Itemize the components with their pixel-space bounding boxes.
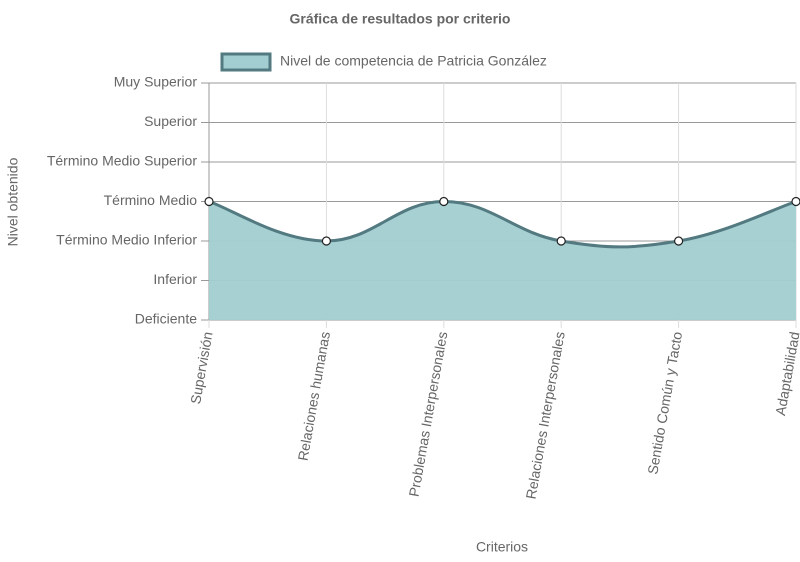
legend-swatch	[220, 52, 272, 72]
legend-label: Nivel de competencia de Patricia Gonzále…	[280, 53, 547, 69]
x-tick-label: Sentido Común y Tacto	[644, 330, 685, 475]
y-tick-label: Inferior	[153, 271, 197, 287]
y-tick-label: Muy Superior	[114, 74, 198, 90]
point	[321, 236, 331, 246]
x-tick-label: Adaptabilidad	[772, 330, 800, 416]
point	[556, 236, 566, 246]
point	[791, 196, 800, 207]
y-tick-label: Superior	[144, 113, 197, 129]
y-tick-label: Término Medio Superior	[47, 153, 198, 169]
chart-title: Gráfica de resultados por criterio	[290, 11, 511, 27]
x-axis-title: Criterios	[476, 539, 528, 555]
point	[439, 196, 449, 207]
x-tick-label: Supervisión	[187, 330, 215, 405]
area	[209, 201, 796, 320]
y-tick-label: Término Medio	[104, 192, 198, 208]
x-tick-label: Relaciones Interpersonales	[523, 330, 568, 500]
y-tick-label: Término Medio Inferior	[56, 232, 197, 248]
line	[208, 199, 797, 249]
point	[673, 236, 684, 246]
point	[204, 196, 214, 207]
x-tick-label: Relaciones humanas	[295, 330, 333, 462]
y-axis-title: Nivel obtenido	[5, 157, 21, 246]
y-tick-label: Deficiente	[135, 311, 197, 327]
x-tick-label: Problemas Interpersonales	[406, 330, 451, 498]
